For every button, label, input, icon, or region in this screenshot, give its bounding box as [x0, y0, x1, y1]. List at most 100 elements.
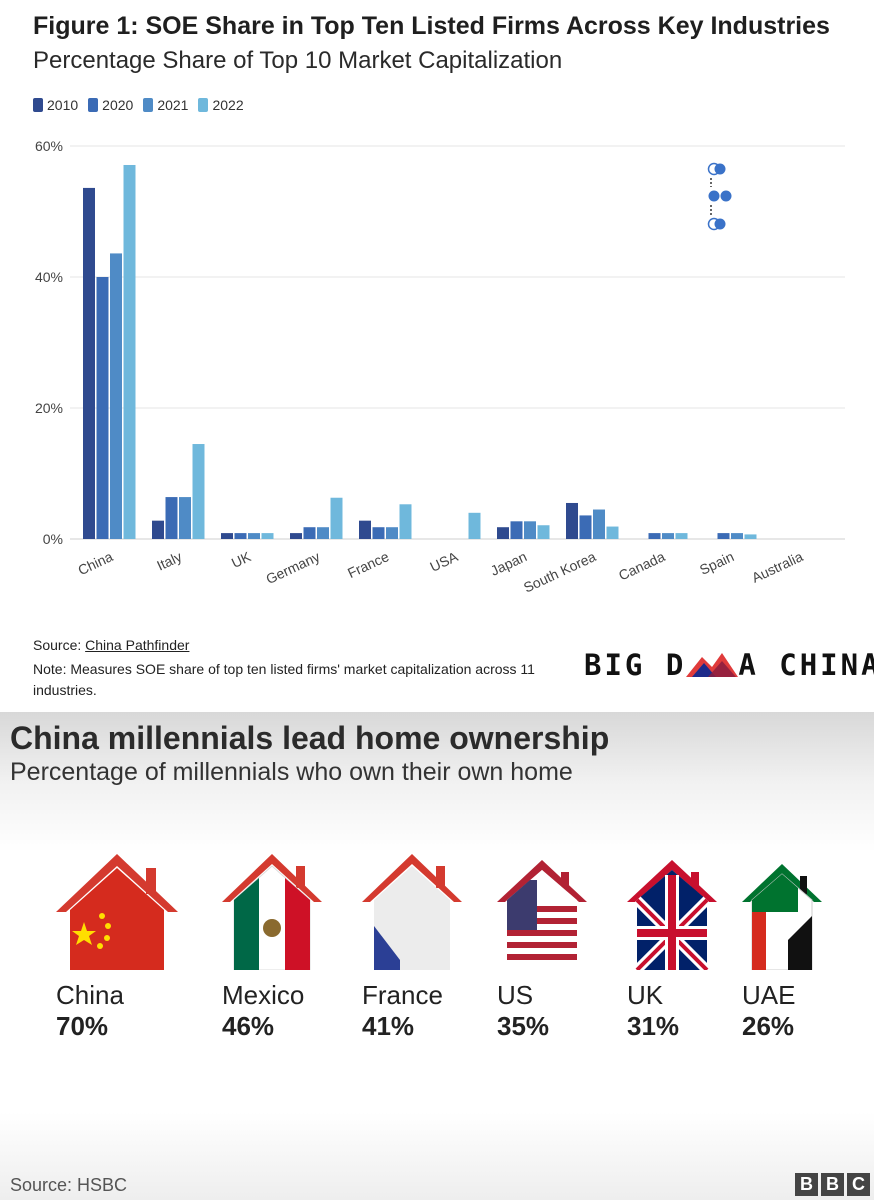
bar-japan-2020[interactable] — [510, 521, 523, 539]
bar-japan-2021[interactable] — [524, 521, 536, 539]
logo-text-part2: A CHINA — [738, 648, 874, 682]
source-link[interactable]: China Pathfinder — [85, 637, 190, 653]
legend-swatch-2020 — [88, 98, 99, 112]
bbc-logo: B B C — [795, 1173, 870, 1196]
country-uae: UAE 26% — [742, 850, 874, 1042]
bar-japan-2010[interactable] — [497, 527, 509, 539]
legend-item-2010[interactable]: 2010 — [33, 97, 78, 113]
bbc-source: Source: HSBC — [10, 1175, 128, 1195]
country-name: US — [497, 980, 534, 1010]
figure-note: Note: Measures SOE share of top ten list… — [33, 661, 535, 698]
country-us: US 35% — [497, 850, 637, 1042]
legend-swatch-2010 — [33, 98, 43, 112]
bar-italy-2022[interactable] — [192, 444, 205, 539]
figure-source: Source: China Pathfinder — [33, 637, 189, 653]
legend-item-2021[interactable]: 2021 — [143, 97, 188, 113]
country-percentage: 46% — [222, 1011, 275, 1041]
bar-uk-2022[interactable] — [261, 533, 274, 539]
bar-japan-2022[interactable] — [537, 525, 550, 539]
x-tick-label: China — [75, 548, 115, 578]
soe-figure-panel: Figure 1: SOE Share in Top Ten Listed Fi… — [33, 12, 874, 698]
figure-subtitle: Percentage Share of Top 10 Market Capita… — [33, 47, 563, 74]
country-mexico: Mexico 46% — [222, 850, 362, 1042]
x-tick-label: South Korea — [521, 548, 598, 595]
x-tick-label: UK — [229, 548, 254, 571]
y-tick-label: 60% — [35, 138, 63, 154]
bar-china-2022[interactable] — [123, 164, 136, 539]
country-name: France — [362, 980, 443, 1010]
bar-france-2021[interactable] — [386, 527, 398, 539]
legend-label-2020: 2020 — [102, 97, 134, 113]
bbc-logo-letter: C — [847, 1173, 870, 1196]
bar-south-korea-2022[interactable] — [606, 526, 619, 539]
legend-swatch-2021 — [143, 98, 154, 112]
legend-label-2021: 2021 — [157, 97, 189, 113]
x-tick-label: USA — [427, 548, 460, 575]
bar-south-korea-2010[interactable] — [566, 502, 578, 539]
bar-italy-2010[interactable] — [152, 520, 164, 539]
china-flag-house-icon — [56, 854, 178, 970]
bbc-homeownership-panel: China millennials lead home ownership Pe… — [0, 712, 874, 1200]
chart-menu-icon[interactable] — [707, 162, 732, 231]
country-uk: UK 31% — [627, 850, 767, 1042]
source-label: Source: — [33, 637, 86, 653]
bar-south-korea-2020[interactable] — [579, 515, 592, 539]
bbc-logo-letter: B — [795, 1173, 818, 1196]
bar-china-2021[interactable] — [110, 253, 122, 540]
bar-canada-2022[interactable] — [675, 533, 688, 539]
x-tick-label: Australia — [749, 548, 805, 586]
country-name: UAE — [742, 980, 796, 1010]
bar-germany-2022[interactable] — [330, 497, 343, 539]
bar-france-2022[interactable] — [399, 504, 412, 539]
bar-canada-2020[interactable] — [648, 533, 661, 539]
bar-italy-2020[interactable] — [165, 497, 178, 539]
y-tick-label: 40% — [35, 269, 63, 285]
bar-france-2020[interactable] — [372, 527, 385, 539]
bar-uk-2021[interactable] — [248, 533, 260, 539]
country-percentage: 26% — [742, 1011, 795, 1041]
legend-item-2020[interactable]: 2020 — [88, 97, 133, 113]
bar-usa-2022[interactable] — [468, 512, 481, 539]
country-name: China — [56, 980, 124, 1010]
bar-canada-2021[interactable] — [662, 533, 674, 539]
chart-legend: 2010 2020 2021 2022 — [33, 97, 244, 113]
country-name: UK — [627, 980, 664, 1010]
y-tick-label: 0% — [43, 531, 63, 547]
country-name: Mexico — [222, 980, 305, 1010]
big-data-china-logo: BIG D A CHINA — [584, 648, 874, 682]
bar-germany-2010[interactable] — [290, 533, 302, 539]
us-flag-house-icon — [497, 860, 587, 970]
logo-text-part1: BIG D — [584, 648, 687, 682]
bar-china-2010[interactable] — [83, 187, 95, 540]
bar-south-korea-2021[interactable] — [593, 509, 605, 539]
bar-layer — [83, 164, 757, 540]
bar-germany-2021[interactable] — [317, 527, 329, 539]
x-tick-label: Canada — [616, 548, 667, 583]
x-tick-label: France — [345, 548, 391, 581]
legend-item-2022[interactable]: 2022 — [198, 97, 244, 113]
bbc-logo-letter: B — [821, 1173, 844, 1196]
figure-title: Figure 1: SOE Share in Top Ten Listed Fi… — [33, 12, 830, 40]
bar-spain-2022[interactable] — [744, 534, 757, 539]
bbc-subtitle: Percentage of millennials who own their … — [10, 758, 573, 786]
bar-chart: 0% 20% 40% 60% China Italy UK Germany France USA… — [35, 138, 845, 596]
bar-italy-2021[interactable] — [179, 497, 191, 539]
bar-spain-2021[interactable] — [731, 533, 743, 539]
legend-label-2010: 2010 — [47, 97, 79, 113]
x-tick-label: Germany — [263, 548, 322, 587]
bar-france-2010[interactable] — [359, 520, 371, 539]
bar-uk-2010[interactable] — [221, 533, 233, 539]
uk-flag-house-icon — [627, 860, 717, 970]
x-tick-label: Italy — [154, 548, 184, 573]
mexico-flag-house-icon — [222, 854, 322, 970]
bar-uk-2020[interactable] — [234, 533, 247, 539]
country-percentage: 70% — [56, 1011, 109, 1041]
bar-china-2020[interactable] — [96, 277, 109, 539]
bar-spain-2020[interactable] — [717, 533, 730, 539]
bbc-title: China millennials lead home ownership — [10, 720, 610, 756]
x-tick-label: Japan — [488, 548, 529, 579]
bar-germany-2020[interactable] — [303, 527, 316, 539]
legend-label-2022: 2022 — [212, 97, 244, 113]
france-flag-house-icon — [362, 854, 462, 970]
